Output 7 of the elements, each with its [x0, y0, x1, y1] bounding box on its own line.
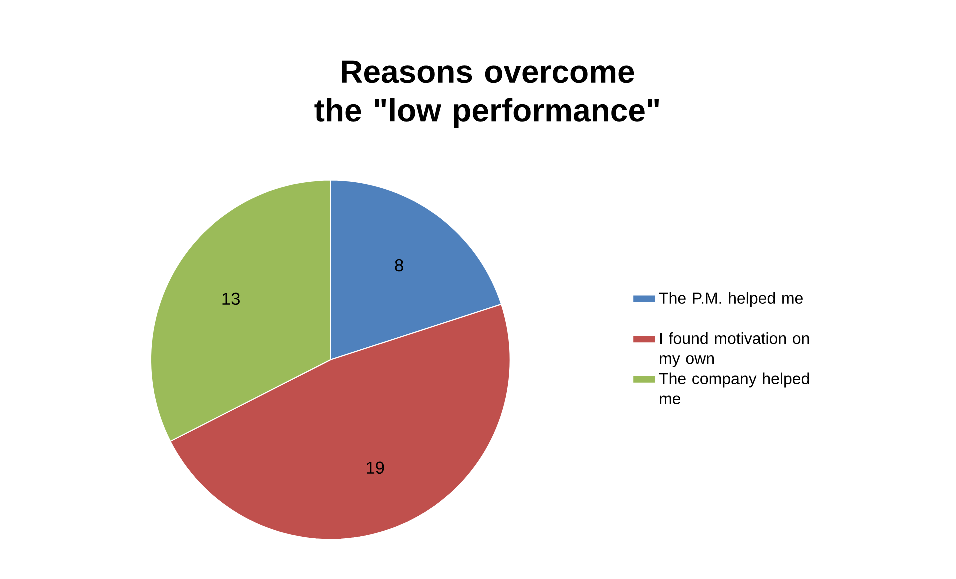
- data-label: 19: [367, 462, 384, 474]
- data-label: 8: [395, 260, 404, 272]
- data-label: 13: [222, 292, 240, 306]
- legend-label: The P.M. helped me: [659, 292, 803, 308]
- legend-label: I found motivation on my own: [660, 332, 810, 368]
- legend-label: The company helped me: [659, 372, 810, 405]
- chart-title: Reasons overcome the "low performance": [314, 61, 660, 128]
